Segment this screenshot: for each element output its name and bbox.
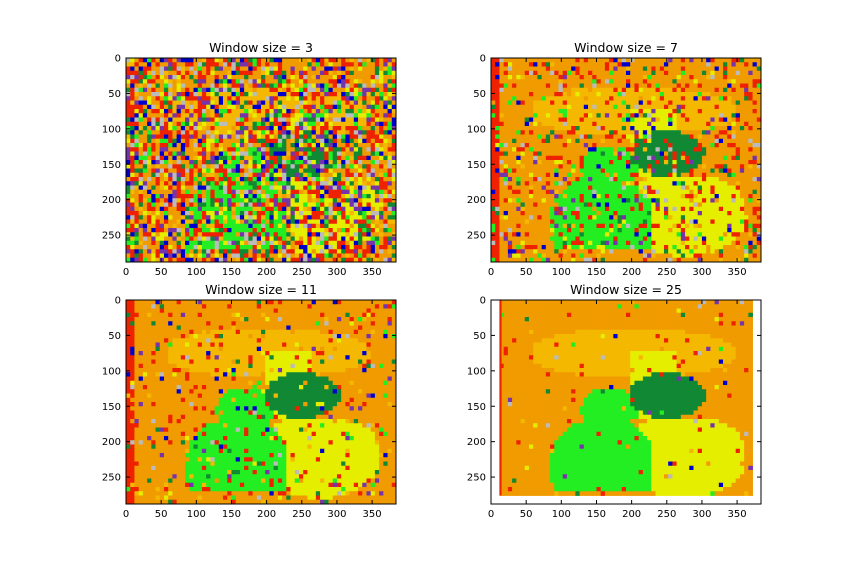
x-tick-label: 250 [657,267,676,278]
y-tick-label: 100 [102,124,121,135]
y-tick-label: 250 [102,231,121,242]
y-tick-label: 100 [467,366,486,377]
y-tick-label: 200 [102,437,121,448]
subplot-title: Window size = 25 [570,282,682,297]
x-tick-label: 150 [222,509,241,520]
x-tick-label: 350 [728,267,747,278]
y-tick-label: 150 [102,160,121,171]
y-tick-label: 200 [467,195,486,206]
y-tick-label: 0 [480,296,486,307]
x-tick-label: 350 [363,267,382,278]
y-tick-label: 250 [467,231,486,242]
disparity-image [126,58,396,262]
x-tick-label: 100 [552,267,571,278]
x-tick-label: 200 [622,509,641,520]
y-tick-label: 100 [102,366,121,377]
x-tick-label: 250 [657,509,676,520]
disparity-image [126,300,396,504]
x-tick-label: 100 [187,509,206,520]
x-tick-label: 250 [292,267,311,278]
x-tick-label: 300 [692,509,711,520]
x-tick-label: 300 [327,267,346,278]
y-tick-label: 0 [115,54,121,65]
subplot-4: Window size = 25 0 50 100 150 200 250 300 350 0 50… [467,282,762,520]
x-tick-label: 150 [587,267,606,278]
y-tick-label: 250 [102,473,121,484]
x-tick-label: 50 [520,267,533,278]
x-tick-label: 100 [187,267,206,278]
y-tick-label: 50 [473,89,486,100]
axes-frame [125,299,397,505]
x-tick-label: 250 [292,509,311,520]
subplot-title: Window size = 7 [574,40,678,55]
x-tick-label: 150 [222,267,241,278]
x-tick-label: 50 [155,267,168,278]
x-tick-label: 50 [520,509,533,520]
subplot-3: Window size = 11 0 50 100 150 200 250 300 350 0 50… [102,282,397,520]
y-tick-label: 150 [102,402,121,413]
x-tick-label: 200 [622,267,641,278]
subplot-title: Window size = 11 [205,282,317,297]
y-tick-label: 200 [467,437,486,448]
y-tick-label: 0 [115,296,121,307]
axes-frame [125,57,397,263]
axes-frame [490,57,762,263]
y-tick-label: 100 [467,124,486,135]
x-tick-label: 100 [552,509,571,520]
subplot-grid: Window size = 3 0 50 100 150 200 250 300 350 0 50 1… [102,40,762,520]
disparity-image [491,300,761,504]
disparity-image [491,58,761,262]
x-tick-label: 150 [587,509,606,520]
x-tick-label: 350 [728,509,747,520]
y-tick-label: 150 [467,402,486,413]
x-tick-label: 300 [692,267,711,278]
y-tick-label: 150 [467,160,486,171]
x-tick-label: 0 [123,267,129,278]
subplot-title: Window size = 3 [209,40,313,55]
x-tick-label: 200 [257,509,276,520]
x-tick-label: 0 [488,267,494,278]
x-tick-label: 300 [327,509,346,520]
x-tick-label: 0 [123,509,129,520]
y-tick-label: 50 [108,89,121,100]
y-tick-label: 200 [102,195,121,206]
x-tick-label: 50 [155,509,168,520]
axes-frame [490,299,762,505]
x-tick-label: 0 [488,509,494,520]
x-tick-label: 350 [363,509,382,520]
y-tick-label: 50 [108,331,121,342]
subplot-2: Window size = 7 0 50 100 150 200 250 300 350 0 50 1… [467,40,762,278]
subplot-1: Window size = 3 0 50 100 150 200 250 300 350 0 50 1… [102,40,397,278]
x-tick-label: 200 [257,267,276,278]
y-tick-label: 0 [480,54,486,65]
y-tick-label: 50 [473,331,486,342]
y-tick-label: 250 [467,473,486,484]
